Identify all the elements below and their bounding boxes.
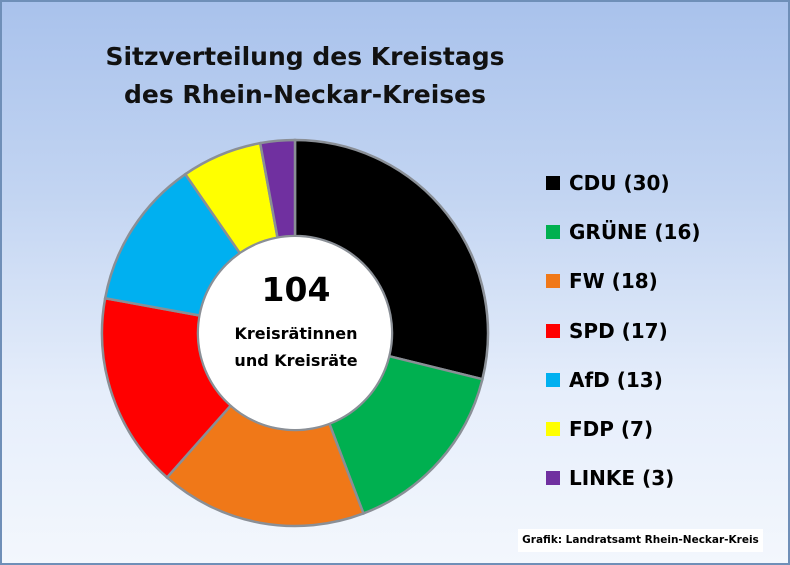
center-label: Kreisrätinnen und Kreisräte: [206, 320, 386, 374]
slice-grüne: [327, 354, 484, 516]
legend-swatch: [546, 422, 560, 437]
title-line-1: Sitzverteilung des Kreistags: [105, 42, 505, 71]
legend-item-spd: SPD (17): [546, 306, 701, 355]
slice-fw: [165, 403, 366, 528]
legend-item-grüne: GRÜNE (16): [546, 207, 701, 256]
legend-item-afd: AfD (13): [546, 355, 701, 404]
legend-swatch: [546, 224, 560, 239]
legend-label: SPD (17): [569, 318, 668, 343]
legend-label: FW (18): [569, 269, 658, 294]
center-label-line-2: und Kreisräte: [234, 351, 358, 370]
legend-swatch: [546, 274, 560, 289]
legend-label: LINKE (3): [569, 466, 675, 491]
center-total: 104: [261, 270, 331, 309]
title-line-2: des Rhein-Neckar-Kreises: [123, 80, 487, 109]
legend-label: GRÜNE (16): [569, 219, 701, 244]
legend-item-linke: LINKE (3): [546, 454, 701, 503]
legend-item-cdu: CDU (30): [546, 158, 701, 207]
legend-swatch: [546, 323, 560, 338]
legend-item-fdp: FDP (7): [546, 404, 701, 453]
legend-swatch: [546, 372, 560, 387]
legend-swatch: [546, 175, 560, 190]
legend-swatch: [546, 471, 560, 486]
legend-label: FDP (7): [569, 417, 654, 442]
donut-hole: [199, 237, 391, 429]
slice-cdu: [293, 138, 490, 381]
legend: CDU (30) GRÜNE (16) FW (18) SPD (17) AfD (13…: [546, 158, 701, 503]
chart-title: Sitzverteilung des Kreistags des Rhein-N…: [100, 38, 510, 114]
center-label-line-1: Kreisrätinnen: [234, 324, 358, 343]
credit: Grafik: Landratsamt Rhein-Neckar-Kreis: [518, 529, 763, 552]
legend-label: CDU (30): [569, 170, 670, 195]
slice-linke: [258, 138, 297, 240]
legend-item-fw: FW (18): [546, 257, 701, 306]
slice-spd: [100, 296, 233, 480]
legend-label: AfD (13): [569, 367, 663, 392]
